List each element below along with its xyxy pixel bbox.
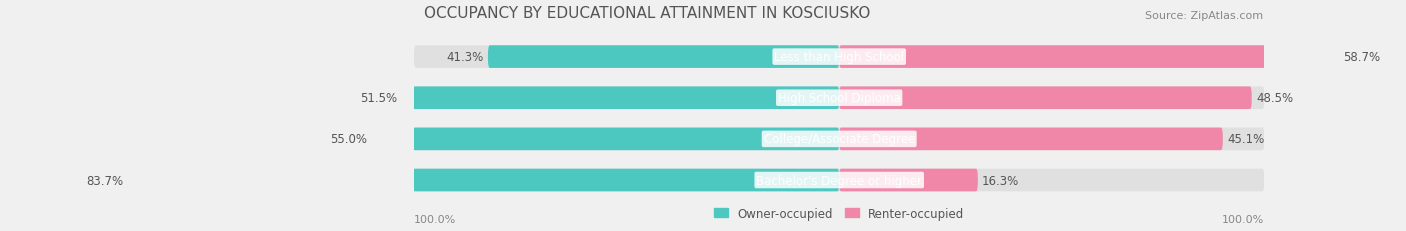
Text: OCCUPANCY BY EDUCATIONAL ATTAINMENT IN KOSCIUSKO: OCCUPANCY BY EDUCATIONAL ATTAINMENT IN K… [425,6,870,21]
Text: 48.5%: 48.5% [1256,92,1294,105]
Text: 83.7%: 83.7% [86,174,124,187]
FancyBboxPatch shape [128,169,839,191]
Text: Source: ZipAtlas.com: Source: ZipAtlas.com [1144,11,1263,21]
FancyBboxPatch shape [413,169,1264,191]
FancyBboxPatch shape [839,87,1251,109]
Text: High School Diploma: High School Diploma [778,92,901,105]
FancyBboxPatch shape [413,46,1264,69]
FancyBboxPatch shape [839,46,1339,69]
Text: 41.3%: 41.3% [447,51,484,64]
FancyBboxPatch shape [413,128,1264,151]
Text: 45.1%: 45.1% [1227,133,1264,146]
Legend: Owner-occupied, Renter-occupied: Owner-occupied, Renter-occupied [709,202,969,224]
Text: 100.0%: 100.0% [413,214,456,224]
Text: Less than High School: Less than High School [775,51,904,64]
Text: College/Associate Degree: College/Associate Degree [763,133,915,146]
FancyBboxPatch shape [401,87,839,109]
FancyBboxPatch shape [488,46,839,69]
Text: 16.3%: 16.3% [983,174,1019,187]
FancyBboxPatch shape [839,169,977,191]
Text: 51.5%: 51.5% [360,92,396,105]
Text: 58.7%: 58.7% [1343,51,1379,64]
Text: Bachelor's Degree or higher: Bachelor's Degree or higher [756,174,922,187]
FancyBboxPatch shape [839,128,1223,151]
FancyBboxPatch shape [371,128,839,151]
Text: 55.0%: 55.0% [330,133,367,146]
Text: 100.0%: 100.0% [1222,214,1264,224]
FancyBboxPatch shape [413,87,1264,109]
